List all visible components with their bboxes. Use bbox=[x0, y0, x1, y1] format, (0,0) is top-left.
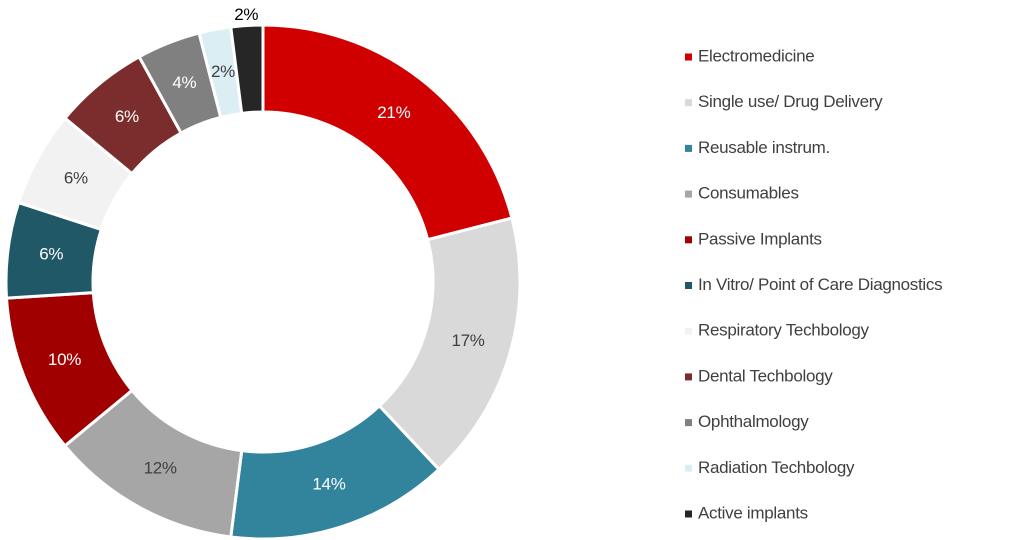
legend-marker bbox=[685, 53, 692, 61]
data-label: 10% bbox=[48, 350, 81, 369]
legend-label: Reusable instrum. bbox=[698, 138, 830, 157]
legend-label: Ophthalmology bbox=[698, 412, 809, 431]
data-label: 21% bbox=[377, 103, 410, 122]
legend-marker bbox=[685, 510, 692, 518]
data-label: 6% bbox=[115, 107, 139, 126]
donut-slice bbox=[229, 23, 265, 116]
data-label: 17% bbox=[451, 331, 484, 350]
legend-label: Passive Implants bbox=[698, 229, 822, 248]
data-label: 6% bbox=[64, 169, 88, 188]
legend-marker bbox=[685, 144, 692, 152]
legend-marker bbox=[685, 419, 692, 427]
legend-marker bbox=[685, 282, 692, 289]
legend-marker bbox=[685, 236, 692, 244]
legend-marker bbox=[685, 190, 692, 198]
legend-marker bbox=[685, 464, 692, 472]
legend-label: Electromedicine bbox=[698, 46, 814, 65]
data-label: 2% bbox=[211, 62, 235, 81]
data-label: 2% bbox=[234, 5, 258, 24]
legend-marker bbox=[685, 373, 692, 381]
legend-label: Dental Techbology bbox=[698, 366, 833, 385]
donut-slice bbox=[261, 23, 514, 242]
legend-label: Radiation Techbology bbox=[698, 458, 855, 477]
data-label: 14% bbox=[312, 475, 345, 494]
legend-label: Respiratory Techbology bbox=[698, 321, 870, 340]
legend-marker bbox=[685, 99, 692, 107]
legend-label: Consumables bbox=[698, 184, 799, 203]
legend-label: Active implants bbox=[698, 503, 808, 522]
data-label: 4% bbox=[172, 73, 196, 92]
data-label: 12% bbox=[144, 459, 177, 478]
legend-label: In Vitro/ Point of Care Diagnostics bbox=[698, 275, 942, 294]
legend-label: Single use/ Drug Delivery bbox=[698, 92, 883, 111]
data-label: 6% bbox=[39, 245, 63, 264]
legend-marker bbox=[685, 327, 692, 335]
